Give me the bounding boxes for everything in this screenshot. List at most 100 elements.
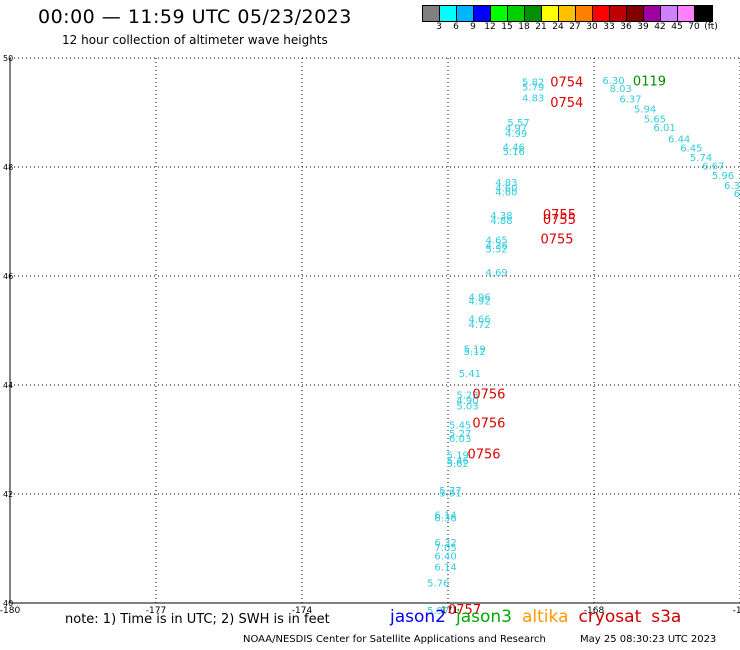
swh-value: 5.27 <box>449 429 471 440</box>
pass-time-label: 0755 <box>543 213 576 228</box>
color-swatch <box>610 6 627 21</box>
color-scale-label: 21 <box>535 22 547 32</box>
swh-value: 5.62 <box>447 459 469 470</box>
swh-value: 5.94 <box>634 105 656 116</box>
swh-value: 6.30 <box>724 181 740 192</box>
color-swatch <box>678 6 695 21</box>
swh-value: 6.32 <box>434 538 456 549</box>
pass-time-label: 0755 <box>540 232 573 247</box>
footer-note: note: 1) Time is in UTC; 2) SWH is in fe… <box>65 612 330 627</box>
pass-time-label: 0756 <box>472 417 505 432</box>
color-scale-label: 33 <box>603 22 615 32</box>
swh-value: 5.97 <box>427 606 449 617</box>
swh-value: 4.99 <box>505 129 527 140</box>
lon-tick-label: -168 <box>584 606 605 616</box>
swh-value: 6.42 <box>734 189 740 200</box>
lon-tick-label: -171 <box>438 606 458 616</box>
swh-value: 5.57 <box>507 118 529 129</box>
swh-value: 5.96 <box>712 171 734 182</box>
satellite-legend: jason2 jason3 altika cryosat s3a <box>390 607 691 627</box>
swh-value: 6.45 <box>680 144 702 155</box>
color-swatch <box>661 6 678 21</box>
generated-timestamp: May 25 08:30:23 UTC 2023 <box>580 634 717 645</box>
swh-value: 6.67 <box>702 162 724 173</box>
swh-value: 4.38 <box>490 211 512 222</box>
color-scale-bar <box>422 5 713 22</box>
lat-tick-label: 48 <box>3 163 13 172</box>
swh-value: 5.45 <box>449 421 471 432</box>
color-swatch <box>440 6 457 21</box>
color-scale-labels: 3 6 9 12 15 18 21 24 27 30 33 36 39 42 45 70 (ft) <box>422 22 740 34</box>
color-swatch <box>474 6 491 21</box>
color-swatch <box>593 6 610 21</box>
pass-time-label: 0756 <box>472 388 505 403</box>
color-scale-label: 36 <box>620 22 632 32</box>
swh-value: 5.79 <box>522 83 544 94</box>
pass-time-label: 0756 <box>467 448 500 463</box>
swh-value: 6.03 <box>449 434 471 445</box>
swh-value: 5.91 <box>439 489 461 500</box>
satellite-jason3: jason3 <box>456 607 512 627</box>
color-scale-label: 6 <box>453 22 459 32</box>
swh-value: 8.03 <box>610 84 632 95</box>
swh-value: 5.74 <box>690 153 712 164</box>
swh-value: 4.46 <box>503 143 525 154</box>
lon-tick-label: -180 <box>0 606 20 616</box>
lat-tick-label: 44 <box>3 381 13 390</box>
color-scale-label: 15 <box>501 22 513 32</box>
satellite-s3a: s3a <box>651 607 682 627</box>
color-scale-label: 24 <box>552 22 564 32</box>
color-scale-label: (ft) <box>704 22 718 32</box>
lat-tick-label: 46 <box>3 272 13 281</box>
color-swatch <box>542 6 559 21</box>
swh-value: 5.52 <box>486 245 508 256</box>
swh-value: 5.19 <box>464 344 486 355</box>
color-scale-label: 45 <box>671 22 683 32</box>
swh-value: 5.12 <box>464 347 486 358</box>
credit-text: NOAA/NESDIS Center for Satellite Applica… <box>243 634 546 645</box>
swh-value: 4.69 <box>486 268 508 279</box>
swh-value: 4.60 <box>495 184 517 195</box>
color-scale-label: 12 <box>484 22 496 32</box>
swh-value: 4.96 <box>469 293 491 304</box>
swh-value: 4.88 <box>490 216 512 227</box>
color-scale-label: 27 <box>569 22 581 32</box>
lon-tick-label: -16 <box>733 606 740 616</box>
swh-value: 6.30 <box>602 76 624 87</box>
swh-value: 4.83 <box>522 94 544 105</box>
swh-value: 6.40 <box>434 551 456 562</box>
satellite-cryosat: cryosat <box>578 607 642 627</box>
pass-time-label: 0754 <box>550 75 583 90</box>
swh-value: 4.97 <box>505 124 527 135</box>
swh-value: 5.03 <box>456 402 478 413</box>
swh-value: 5.76 <box>427 579 449 590</box>
color-swatch <box>423 6 440 21</box>
color-swatch <box>457 6 474 21</box>
swh-value: 6.01 <box>653 123 675 134</box>
swh-value: 5.16 <box>503 147 525 158</box>
lon-tick-label: -177 <box>146 606 166 616</box>
satellite-jason2: jason2 <box>390 607 446 627</box>
chart-title: 00:00 — 11:59 UTC 05/23/2023 <box>38 6 352 28</box>
swh-value: 6.14 <box>434 562 456 573</box>
lat-tick-label: 40 <box>3 599 13 608</box>
color-swatch <box>644 6 661 21</box>
color-scale-label: 42 <box>654 22 666 32</box>
color-scale-label: 3 <box>436 22 442 32</box>
swh-value: 7.05 <box>434 543 456 554</box>
swh-value: 5.65 <box>644 114 666 125</box>
swh-value: 5.41 <box>459 369 481 380</box>
swh-value: 4.36 <box>486 241 508 252</box>
color-swatch <box>508 6 525 21</box>
swh-value: 5.46 <box>447 456 469 467</box>
swh-value: 4.83 <box>495 178 517 189</box>
swh-value: 5.82 <box>522 77 544 88</box>
lat-tick-label: 42 <box>3 490 13 499</box>
pass-time-label: 0757 <box>448 603 481 618</box>
swh-value: 6.37 <box>619 95 641 106</box>
swh-value: 5.77 <box>439 486 461 497</box>
color-swatch <box>695 6 712 21</box>
color-scale-label: 70 <box>688 22 700 32</box>
swh-value: 4.66 <box>469 314 491 325</box>
swh-value: 6.14 <box>434 511 456 522</box>
